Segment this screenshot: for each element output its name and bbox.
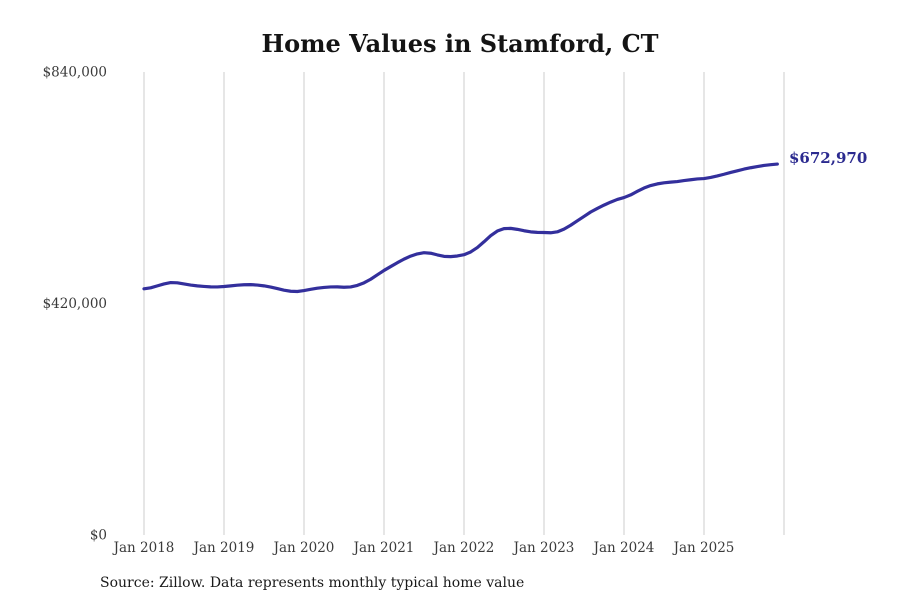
end-value-label: $672,970: [789, 149, 867, 167]
y-axis-labels: $840,000 $420,000 $0: [43, 65, 107, 544]
x-tick-label: Jan 2025: [672, 540, 735, 556]
x-tick-label: Jan 2022: [432, 540, 495, 556]
chart-gridlines: [143, 72, 785, 535]
x-tick-label: Jan 2018: [112, 540, 175, 556]
y-tick-label: $0: [90, 528, 107, 544]
x-axis-labels: Jan 2018 Jan 2019 Jan 2020 Jan 2021 Jan 2022…: [112, 540, 735, 556]
x-tick-label: Jan 2024: [592, 540, 655, 556]
home-value-line: [142, 162, 779, 294]
x-tick-label: Jan 2021: [352, 540, 415, 556]
x-tick-label: Jan 2019: [192, 540, 255, 556]
x-tick-label: Jan 2023: [512, 540, 575, 556]
y-tick-label: $420,000: [43, 296, 107, 312]
x-tick-label: Jan 2020: [272, 540, 335, 556]
chart-title: Home Values in Stamford, CT: [261, 29, 658, 58]
y-tick-label: $840,000: [43, 65, 107, 81]
source-note: Source: Zillow. Data represents monthly …: [100, 575, 524, 591]
